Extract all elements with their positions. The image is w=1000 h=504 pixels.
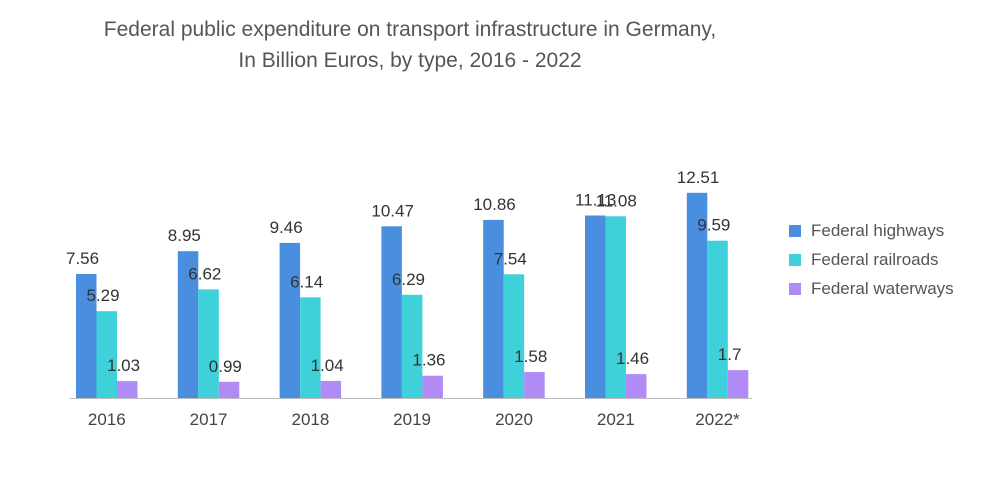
legend-swatch-railroads <box>789 253 801 266</box>
data-label-federal-highways-2017: 8.95 <box>168 226 201 245</box>
chart-title: Federal public expenditure on transport … <box>103 18 717 41</box>
x-tick-label-2022: 2022* <box>695 410 740 429</box>
bar-federal-railroads-2017 <box>198 289 219 398</box>
legend: Federal highways Federal railroads Feder… <box>789 216 954 303</box>
data-label-federal-highways-2016: 7.56 <box>66 249 99 268</box>
data-label-federal-highways-2021: 11.13 <box>575 191 616 210</box>
bar-federal-highways-2021 <box>585 215 606 398</box>
bar-federal-railroads-2021 <box>605 216 626 398</box>
bar-federal-waterways-2022 <box>727 370 749 398</box>
data-label-federal-railroads-2018: 6.14 <box>290 272 323 291</box>
bar-federal-railroads-2020 <box>503 274 525 398</box>
data-label-federal-waterways-2019: 1.36 <box>412 351 445 370</box>
bar-federal-highways-2018 <box>279 242 301 398</box>
legend-label-highways: Federal highways <box>811 220 945 240</box>
bar-federal-highways-2016 <box>76 274 97 398</box>
data-label-federal-waterways-2021: 1.46 <box>616 349 649 368</box>
x-tick-label-2016: 2016 <box>88 410 126 429</box>
bar-federal-waterways-2021 <box>626 374 647 398</box>
data-label-federal-waterways-2020: 1.58 <box>514 347 547 366</box>
data-label-federal-waterways-2017: 0.99 <box>209 357 242 376</box>
data-label-federal-highways-2022: 12.51 <box>677 168 720 187</box>
data-label-federal-waterways-2016: 1.03 <box>107 356 140 375</box>
bar-federal-waterways-2017 <box>218 381 240 398</box>
data-label-federal-railroads-2020: 7.54 <box>494 249 527 268</box>
legend-swatch-waterways <box>789 282 801 295</box>
data-label-federal-railroads-2017: 6.62 <box>188 264 221 283</box>
x-tick-label-2017: 2017 <box>190 410 228 429</box>
data-label-federal-railroads-2016: 5.29 <box>87 286 120 305</box>
data-label-federal-railroads-2019: 6.29 <box>392 270 425 289</box>
bar-federal-highways-2017 <box>177 251 199 398</box>
bar-federal-railroads-2022 <box>707 240 728 398</box>
chart-subtitle: In Billion Euros, by type, 2016 - 2022 <box>238 49 582 72</box>
bar-federal-waterways-2020 <box>524 372 545 398</box>
data-label-federal-waterways-2018: 1.04 <box>311 356 344 375</box>
bar-federal-highways-2022 <box>686 192 708 398</box>
data-label-federal-waterways-2022: 1.7 <box>718 345 742 364</box>
data-label-federal-highways-2019: 10.47 <box>371 201 414 220</box>
data-label-federal-railroads-2021: 11.08 <box>596 191 637 210</box>
legend-item-highways: Federal highways <box>789 216 954 245</box>
bar-federal-railroads-2016 <box>96 311 117 398</box>
x-tick-label-2020: 2020 <box>495 410 533 429</box>
bar-federal-waterways-2019 <box>422 375 443 398</box>
bar-federal-highways-2019 <box>381 226 402 398</box>
data-label-federal-highways-2018: 9.46 <box>270 218 303 237</box>
legend-item-railroads: Federal railroads <box>789 245 954 274</box>
bar-federal-railroads-2018 <box>300 297 321 398</box>
bar-federal-waterways-2016 <box>117 381 138 398</box>
data-label-federal-railroads-2022: 9.59 <box>697 216 730 235</box>
bar-federal-highways-2020 <box>483 219 504 398</box>
x-tick-label-2019: 2019 <box>393 410 431 429</box>
data-label-federal-highways-2020: 10.86 <box>473 195 516 214</box>
x-tick-label-2018: 2018 <box>291 410 329 429</box>
legend-label-waterways: Federal waterways <box>811 278 954 298</box>
bar-federal-railroads-2019 <box>401 294 423 398</box>
legend-item-waterways: Federal waterways <box>789 274 954 303</box>
bar-federal-waterways-2018 <box>320 380 342 398</box>
legend-swatch-highways <box>789 224 801 237</box>
x-tick-label-2021: 2021 <box>597 410 635 429</box>
chart-title-block: Federal public expenditure on transport … <box>0 14 820 76</box>
legend-label-railroads: Federal railroads <box>811 249 939 269</box>
